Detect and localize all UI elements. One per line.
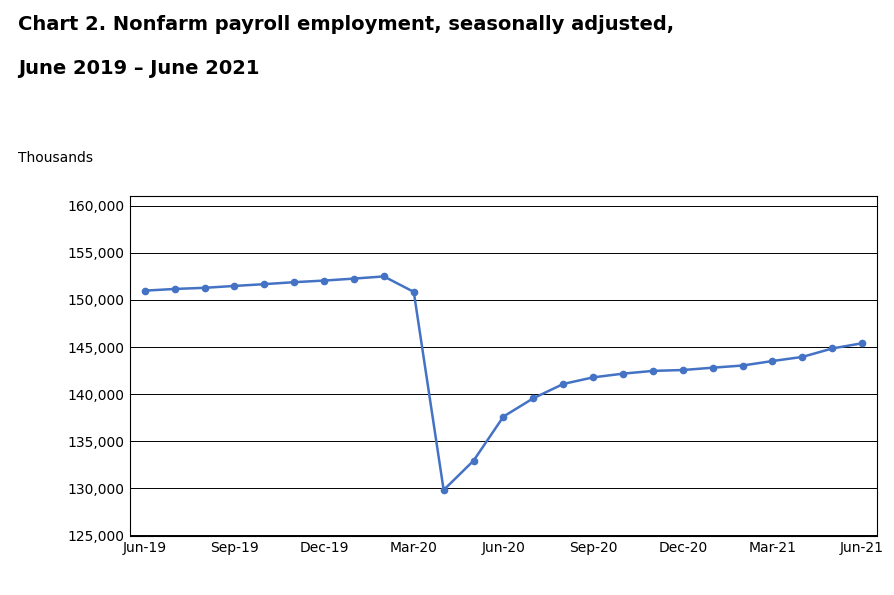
Text: June 2019 – June 2021: June 2019 – June 2021 (18, 60, 259, 79)
Text: Thousands: Thousands (18, 151, 93, 165)
Text: Chart 2. Nonfarm payroll employment, seasonally adjusted,: Chart 2. Nonfarm payroll employment, sea… (18, 15, 673, 34)
